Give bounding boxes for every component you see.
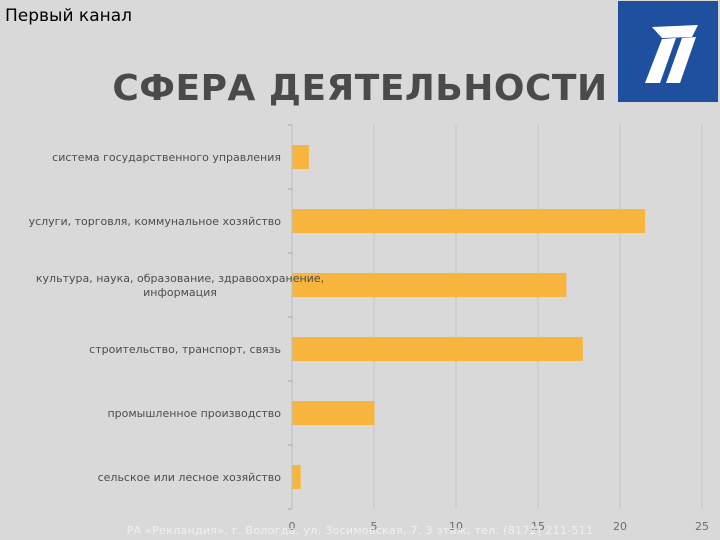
bar xyxy=(292,337,583,361)
x-tick-label: 5 xyxy=(371,520,378,533)
bar xyxy=(292,273,567,297)
bar xyxy=(292,401,375,425)
category-label: культура, наука, образование, здравоохра… xyxy=(36,272,324,285)
category-label: система государственного управления xyxy=(52,151,281,164)
category-label: услуги, торговля, коммунальное хозяйство xyxy=(29,215,282,228)
category-label: информация xyxy=(143,286,217,299)
x-tick-label: 10 xyxy=(449,520,463,533)
category-label: строительство, транспорт, связь xyxy=(89,343,281,356)
category-label: промышленное производство xyxy=(107,407,281,420)
x-tick-label: 20 xyxy=(613,520,627,533)
slide-title: СФЕРА ДЕЯТЕЛЬНОСТИ xyxy=(112,68,608,109)
bar xyxy=(292,465,301,489)
bar xyxy=(292,145,309,169)
channel-name: Первый канал xyxy=(5,6,133,26)
category-label: сельское или лесное хозяйство xyxy=(98,471,282,484)
bar xyxy=(292,209,646,233)
channel-one-logo-icon xyxy=(618,1,718,102)
x-tick-label: 0 xyxy=(289,520,296,533)
footer-text: РА «Рекландия», г. Вологда, ул. Зосимовс… xyxy=(126,524,594,537)
x-tick-label: 15 xyxy=(531,520,545,533)
x-tick-label: 25 xyxy=(695,520,709,533)
